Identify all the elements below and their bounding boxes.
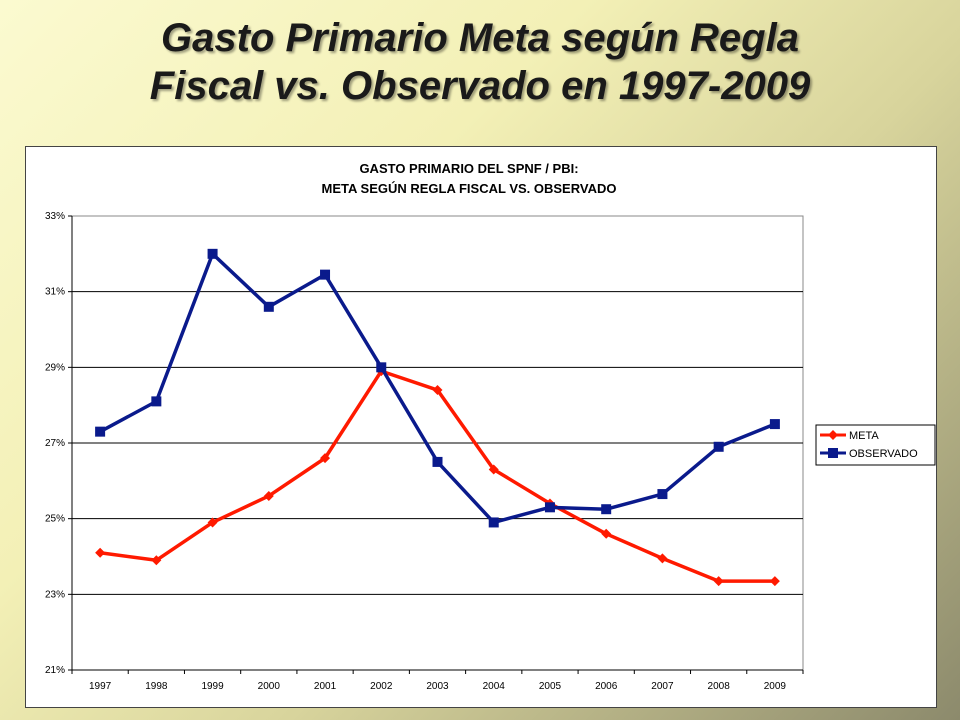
- x-tick-label: 2000: [258, 681, 281, 692]
- x-tick-label: 2002: [370, 681, 393, 692]
- slide-title: Gasto Primario Meta según Regla Fiscal v…: [0, 14, 960, 110]
- data-point-meta: [95, 547, 106, 558]
- y-tick-label: 25%: [45, 514, 65, 525]
- legend-marker-meta: [828, 430, 838, 440]
- y-axis: 21% 23% 25% 27% 29% 31% 33%: [45, 211, 73, 676]
- data-point-observado: [601, 504, 612, 515]
- x-tick-label: 2001: [314, 681, 337, 692]
- series-layer: [95, 248, 780, 587]
- y-tick-label: 21%: [45, 665, 65, 676]
- slide-title-line-2: Fiscal vs. Observado en 1997-2009: [149, 64, 811, 108]
- x-tick-label: 2007: [651, 681, 674, 692]
- data-point-meta: [151, 555, 162, 566]
- data-point-observado: [432, 456, 443, 467]
- slide-title-line-1: Gasto Primario Meta según Regla: [161, 16, 799, 60]
- x-tick-label: 2009: [764, 681, 787, 692]
- legend-items: META OBSERVADO: [820, 430, 918, 460]
- x-tick-label: 2003: [426, 681, 449, 692]
- data-point-observado: [657, 489, 668, 500]
- data-point-observado: [320, 269, 331, 280]
- data-point-observado: [95, 426, 106, 437]
- data-point-meta: [713, 576, 724, 587]
- grid-lines: [72, 291, 803, 595]
- data-point-observado: [151, 396, 162, 407]
- x-tick-label: 1999: [201, 681, 224, 692]
- x-axis: 1997 1998 1999 2000 2001 2002 2003 2004 2005 2006…: [71, 669, 804, 692]
- y-tick-label: 33%: [45, 211, 65, 222]
- legend-label-meta: META: [849, 430, 879, 442]
- data-point-meta: [432, 385, 443, 396]
- series-observado: [95, 248, 780, 528]
- legend-marker-observado: [828, 448, 838, 458]
- line-chart: GASTO PRIMARIO DEL SPNF / PBI: META SEGÚ…: [45, 161, 936, 692]
- data-point-observado: [769, 419, 780, 430]
- x-tick-label: 1997: [89, 681, 112, 692]
- data-point-meta: [769, 576, 780, 587]
- x-tick-label: 1998: [145, 681, 168, 692]
- data-point-meta: [263, 490, 274, 501]
- x-tick-label: 2005: [539, 681, 562, 692]
- x-tick-label: 2006: [595, 681, 618, 692]
- data-point-observado: [207, 248, 218, 259]
- x-tick-label: 2008: [708, 681, 731, 692]
- legend-box: [815, 424, 936, 466]
- data-point-meta: [320, 453, 331, 464]
- y-tick-label: 23%: [45, 589, 65, 600]
- data-point-meta: [488, 464, 499, 475]
- data-point-observado: [544, 502, 555, 513]
- y-tick-label: 27%: [45, 438, 65, 449]
- x-tick-label: 2004: [483, 681, 506, 692]
- data-point-observado: [713, 441, 724, 452]
- chart-title-line-1: GASTO PRIMARIO DEL SPNF / PBI:: [359, 161, 578, 176]
- y-tick-label: 29%: [45, 362, 65, 373]
- data-point-observado: [263, 301, 274, 312]
- data-point-observado: [488, 517, 499, 528]
- chart-area: GASTO PRIMARIO DEL SPNF / PBI: META SEGÚ…: [25, 146, 937, 708]
- data-point-observado: [376, 362, 387, 373]
- data-point-meta: [601, 528, 612, 539]
- data-point-meta: [207, 517, 218, 528]
- data-point-meta: [657, 553, 668, 564]
- chart-title-line-2: META SEGÚN REGLA FISCAL VS. OBSERVADO: [322, 181, 617, 196]
- y-tick-label: 31%: [45, 287, 65, 298]
- legend-label-observado: OBSERVADO: [849, 448, 918, 460]
- legend: META OBSERVADO: [815, 424, 936, 466]
